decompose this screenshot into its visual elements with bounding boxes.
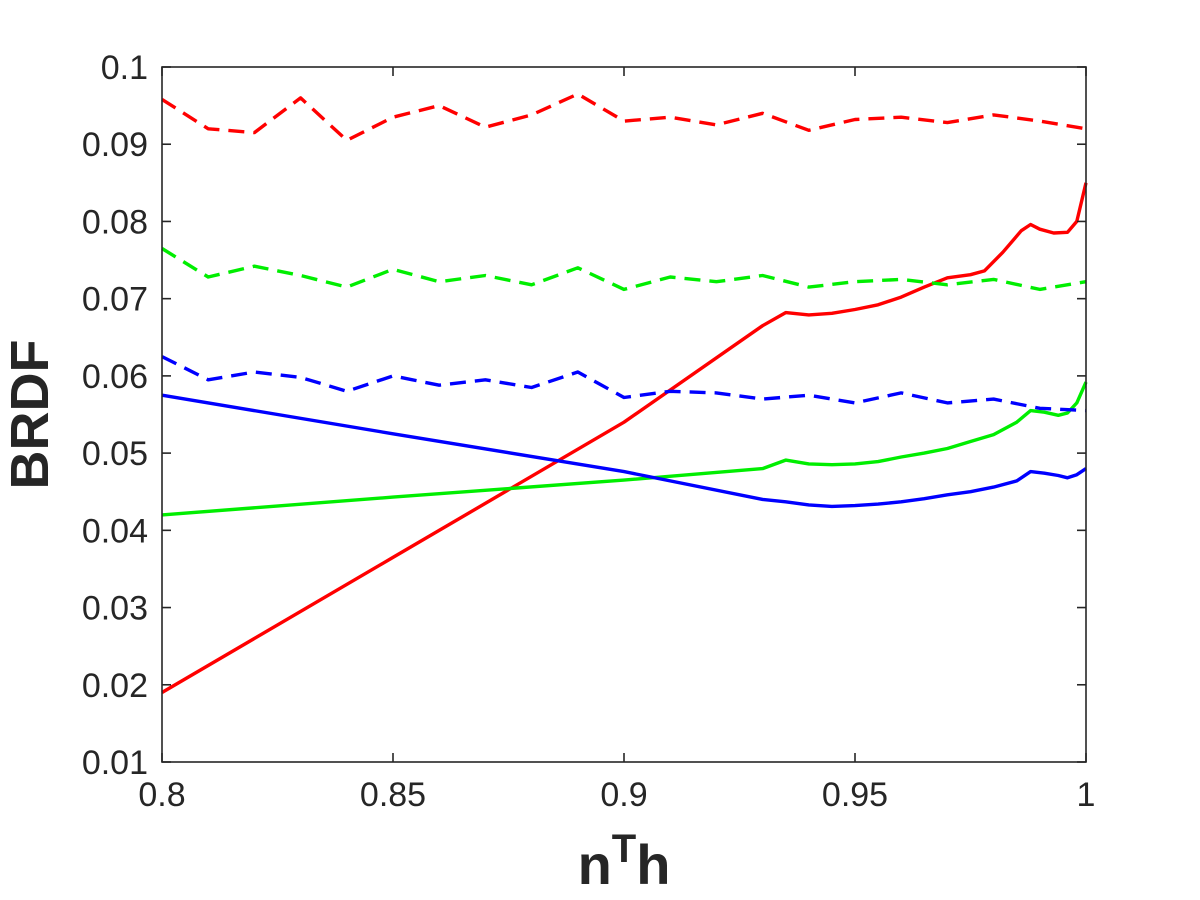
x-tick-label: 1: [1077, 776, 1096, 814]
x-tick-label: 0.8: [138, 776, 185, 814]
series-line-dashed-4: [161, 247, 1087, 292]
y-tick-label: 0.07: [82, 281, 148, 319]
series-line-dashed-5: [161, 355, 1087, 413]
x-axis-label-superscript: T: [612, 827, 636, 871]
x-axis-label-h: h: [636, 833, 670, 896]
y-tick-label: 0.09: [82, 126, 148, 164]
series-line-solid-2: [161, 393, 1087, 509]
y-tick-label: 0.03: [82, 590, 148, 628]
y-axis-label: BRDF: [0, 340, 60, 490]
plot-area: [162, 67, 1086, 762]
y-tick-label: 0.02: [82, 667, 148, 705]
y-tick-label: 0.05: [82, 435, 148, 473]
ticks-layer: 0.8 0.85 0.9 0.95 1 0.01 0.02 0.03 0.04 0.05 0.06 0…: [82, 49, 1096, 814]
y-tick-label: 0.1: [101, 49, 148, 87]
y-tick-label: 0.08: [82, 203, 148, 241]
y-tick-label: 0.06: [82, 358, 148, 396]
x-tick-label: 0.85: [360, 776, 426, 814]
series-line-dashed-3: [161, 92, 1087, 143]
x-tick-label: 0.95: [822, 776, 888, 814]
y-tick-label: 0.01: [82, 744, 148, 782]
series-line-solid-1: [161, 381, 1088, 517]
x-tick-label: 0.9: [600, 776, 647, 814]
x-axis-label: nTh: [578, 827, 671, 896]
y-tick-label: 0.04: [82, 512, 148, 550]
x-axis-label-n: n: [578, 833, 612, 896]
series-layer: [161, 92, 1088, 694]
